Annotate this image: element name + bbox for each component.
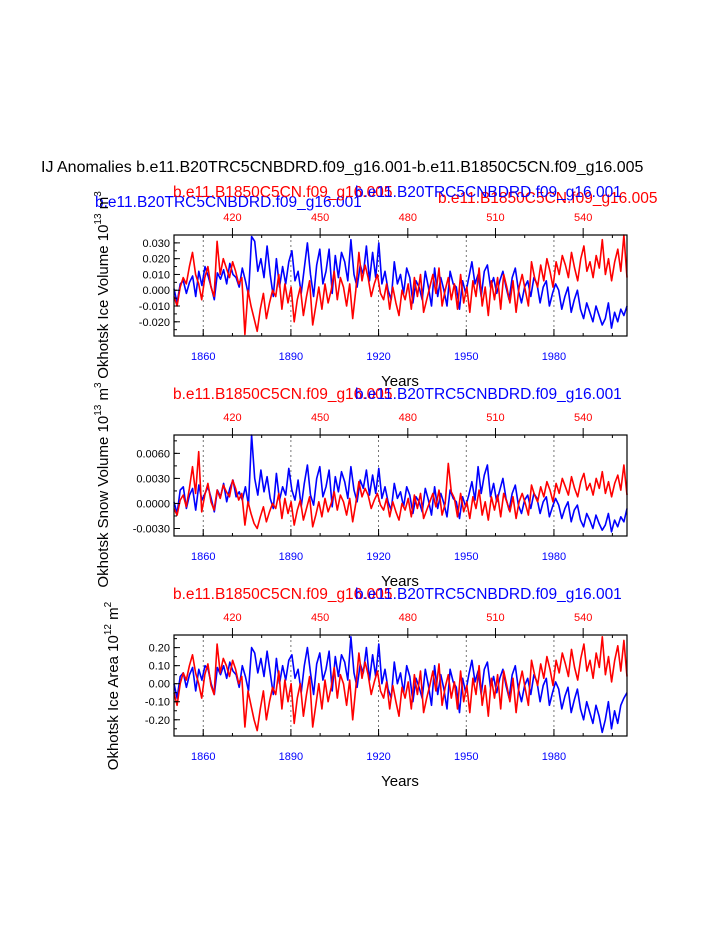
y-tick-label: 0.020 (142, 254, 170, 266)
ice-area-panel: b.e11.B1850C5CN.f09_g16.005 b.e11.B20TRC… (103, 586, 628, 790)
top-tick-label: 510 (486, 212, 504, 224)
y-axis-label: Okhotsk Ice Area 1012 m2 (103, 601, 122, 770)
top-tick-label: 510 (486, 412, 504, 424)
x-tick-label: 1980 (542, 551, 566, 563)
series-line-red (173, 635, 628, 732)
ice-volume-panel: b.e11.B1850C5CN.f09_g16.005 b.e11.B20TRC… (93, 184, 628, 390)
top-tick-label: 540 (574, 212, 592, 224)
plot-frame (173, 234, 628, 337)
overlay-titles: b.e11.B20TRC5CNBDRD.f09_g16.001 b.e11.B1… (95, 190, 657, 211)
x-tick-label: 1950 (454, 751, 478, 763)
y-tick-label: 0.000 (142, 285, 170, 297)
top-tick-label: 420 (223, 412, 241, 424)
y-tick-label: -0.0030 (133, 523, 170, 535)
y-tick-label: -0.10 (145, 697, 170, 709)
top-tick-label: 450 (311, 212, 329, 224)
x-tick-label: 1980 (542, 751, 566, 763)
top-tick-label: 480 (399, 212, 417, 224)
top-mid-label: b.e11.B20TRC5CNBDRD.f09_g16.001 (355, 386, 622, 403)
top-tick-label: 540 (574, 412, 592, 424)
top-tick-label: 540 (574, 612, 592, 624)
x-tick-label: 1950 (454, 351, 478, 363)
top-tick-label: 450 (311, 412, 329, 424)
top-mid-label: b.e11.B20TRC5CNBDRD.f09_g16.001 (355, 586, 622, 603)
x-tick-label: 1860 (191, 751, 215, 763)
snow-volume-panel: b.e11.B1850C5CN.f09_g16.005 b.e11.B20TRC… (93, 382, 628, 590)
top-tick-label: 480 (399, 612, 417, 624)
overlay-red-label: b.e11.B1850C5CN.f09_g16.005 (438, 190, 657, 207)
x-axis-label: Years (381, 773, 419, 790)
series-line-blue (173, 635, 628, 734)
x-tick-label: 1920 (366, 751, 390, 763)
top-tick-label: 510 (486, 612, 504, 624)
y-tick-label: 0.10 (149, 661, 170, 673)
y-tick-label: 0.00 (149, 679, 170, 691)
x-tick-label: 1860 (191, 351, 215, 363)
top-mid-label: b.e11.B20TRC5CNBDRD.f09_g16.001 (355, 184, 622, 201)
y-tick-label: 0.0060 (136, 448, 170, 460)
series-line-blue (173, 235, 628, 329)
x-tick-label: 1980 (542, 351, 566, 363)
y-tick-label: 0.010 (142, 269, 170, 281)
x-tick-label: 1920 (366, 351, 390, 363)
plot-frame (173, 634, 628, 737)
y-tick-label: 0.030 (142, 238, 170, 250)
x-axis-label: Years (381, 573, 419, 590)
top-tick-label: 420 (223, 212, 241, 224)
x-tick-label: 1890 (279, 551, 303, 563)
y-axis-label: Okhotsk Snow Volume 1013 m3 (93, 382, 112, 588)
x-tick-label: 1950 (454, 551, 478, 563)
y-axis-label: Okhotsk Ice Volume 1013 m3 (93, 191, 112, 379)
y-tick-label: -0.020 (139, 317, 170, 329)
top-left-label: b.e11.B1850C5CN.f09_g16.005 (173, 184, 392, 201)
top-left-label: b.e11.B1850C5CN.f09_g16.005 (173, 586, 392, 603)
y-tick-label: -0.20 (145, 715, 170, 727)
x-tick-label: 1860 (191, 551, 215, 563)
y-tick-label: 0.0030 (136, 473, 170, 485)
top-tick-label: 420 (223, 612, 241, 624)
plot-frame (173, 434, 628, 537)
x-tick-label: 1890 (279, 351, 303, 363)
series-line-blue (173, 434, 628, 533)
page-title: IJ Anomalies b.e11.B20TRC5CNBDRD.f09_g16… (41, 159, 644, 176)
y-tick-label: 0.0000 (136, 498, 170, 510)
x-tick-label: 1920 (366, 551, 390, 563)
y-tick-label: 0.20 (149, 643, 170, 655)
x-axis-label: Years (381, 373, 419, 390)
top-tick-label: 480 (399, 412, 417, 424)
x-tick-label: 1890 (279, 751, 303, 763)
overlay-blue-label: b.e11.B20TRC5CNBDRD.f09_g16.001 (95, 194, 362, 211)
top-left-label: b.e11.B1850C5CN.f09_g16.005 (173, 386, 392, 403)
series-line-red (173, 450, 628, 530)
top-tick-label: 450 (311, 612, 329, 624)
series-line-red (173, 234, 628, 336)
y-tick-label: -0.010 (139, 301, 170, 313)
